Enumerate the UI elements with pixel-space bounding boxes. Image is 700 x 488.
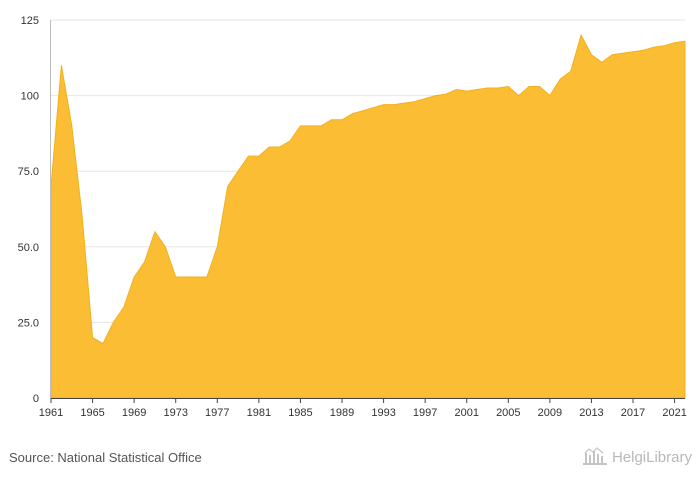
data-point-1977[interactable] bbox=[215, 245, 219, 249]
x-tick-label-2013: 2013 bbox=[579, 407, 603, 419]
data-point-1994[interactable] bbox=[392, 103, 396, 107]
data-point-2003[interactable] bbox=[486, 86, 490, 90]
x-tick-label-1989: 1989 bbox=[330, 407, 354, 419]
data-point-2004[interactable] bbox=[496, 86, 500, 90]
y-tick-label-0: 0 bbox=[33, 393, 39, 405]
data-point-1992[interactable] bbox=[371, 106, 375, 110]
data-point-1993[interactable] bbox=[382, 103, 386, 107]
data-point-1985[interactable] bbox=[298, 124, 302, 128]
x-tick-label-1993: 1993 bbox=[371, 407, 395, 419]
data-point-1972[interactable] bbox=[163, 245, 167, 249]
data-point-2017[interactable] bbox=[631, 50, 635, 54]
data-point-2008[interactable] bbox=[537, 85, 541, 89]
data-point-1970[interactable] bbox=[143, 260, 147, 264]
data-point-1995[interactable] bbox=[402, 101, 406, 105]
area-fill bbox=[50, 33, 686, 399]
y-tick-label-75: 75.0 bbox=[18, 166, 39, 178]
data-point-2001[interactable] bbox=[465, 89, 469, 93]
data-point-2009[interactable] bbox=[548, 94, 552, 98]
x-tick-label-1981: 1981 bbox=[247, 407, 271, 419]
data-point-2021[interactable] bbox=[673, 41, 677, 45]
data-point-1978[interactable] bbox=[226, 184, 230, 188]
data-point-1980[interactable] bbox=[246, 154, 250, 158]
x-tick-label-2005: 2005 bbox=[496, 407, 520, 419]
x-tick-label-2009: 2009 bbox=[538, 407, 562, 419]
x-tick-label-2017: 2017 bbox=[621, 407, 645, 419]
y-tick-label-125: 125 bbox=[21, 15, 39, 27]
y-tick-label-100: 100 bbox=[21, 91, 39, 103]
data-point-2005[interactable] bbox=[506, 85, 510, 89]
data-point-1971[interactable] bbox=[153, 230, 157, 234]
x-tick-label-1985: 1985 bbox=[288, 407, 312, 419]
data-point-2013[interactable] bbox=[589, 53, 593, 57]
data-point-1962[interactable] bbox=[59, 63, 63, 67]
data-point-2020[interactable] bbox=[662, 44, 666, 48]
data-point-2014[interactable] bbox=[600, 60, 604, 64]
brand-name: HelgiLibrary bbox=[611, 448, 692, 466]
data-point-1999[interactable] bbox=[444, 92, 448, 96]
data-point-1974[interactable] bbox=[184, 275, 188, 279]
x-tick-label-1965: 1965 bbox=[80, 407, 104, 419]
x-tick-label-2021: 2021 bbox=[662, 407, 686, 419]
library-logo-icon bbox=[582, 447, 607, 465]
x-tick-label-2001: 2001 bbox=[454, 407, 478, 419]
data-point-2006[interactable] bbox=[517, 94, 521, 98]
data-point-1966[interactable] bbox=[101, 342, 105, 346]
data-point-1976[interactable] bbox=[205, 275, 209, 279]
source-note: Source: National Statistical Office bbox=[9, 450, 202, 465]
data-point-1996[interactable] bbox=[413, 100, 417, 104]
y-tick-labels: 0 25.0 50.0 75.0 100 125 bbox=[18, 15, 39, 405]
data-point-1988[interactable] bbox=[330, 118, 334, 122]
data-point-1973[interactable] bbox=[174, 275, 178, 279]
y-tick-label-50: 50.0 bbox=[18, 242, 39, 254]
x-tick-label-1961: 1961 bbox=[39, 407, 63, 419]
brand-logo[interactable]: HelgiLibrary bbox=[582, 447, 692, 467]
data-point-1987[interactable] bbox=[319, 124, 323, 128]
axes bbox=[50, 20, 685, 399]
data-point-2016[interactable] bbox=[621, 51, 625, 55]
data-point-1979[interactable] bbox=[236, 169, 240, 173]
data-point-1986[interactable] bbox=[309, 124, 313, 128]
data-point-2007[interactable] bbox=[527, 85, 531, 89]
data-point-1991[interactable] bbox=[361, 109, 365, 113]
data-point-2018[interactable] bbox=[641, 48, 645, 52]
area-series bbox=[50, 33, 687, 399]
data-point-1967[interactable] bbox=[111, 320, 115, 324]
data-point-1984[interactable] bbox=[288, 139, 292, 143]
data-point-1998[interactable] bbox=[434, 94, 438, 98]
data-point-2000[interactable] bbox=[454, 88, 458, 92]
data-point-1969[interactable] bbox=[132, 275, 136, 279]
data-point-1964[interactable] bbox=[80, 215, 84, 219]
data-point-2010[interactable] bbox=[558, 77, 562, 81]
data-point-1990[interactable] bbox=[350, 112, 354, 116]
data-point-1975[interactable] bbox=[195, 275, 199, 279]
data-point-2012[interactable] bbox=[579, 33, 583, 37]
data-point-1997[interactable] bbox=[423, 97, 427, 101]
x-tick-label-1977: 1977 bbox=[205, 407, 229, 419]
x-tick-label-1969: 1969 bbox=[122, 407, 146, 419]
data-point-1968[interactable] bbox=[122, 305, 126, 309]
data-point-1982[interactable] bbox=[267, 145, 271, 149]
y-tick-label-25: 25.0 bbox=[18, 317, 39, 329]
x-tick-label-1973: 1973 bbox=[163, 407, 187, 419]
data-point-1981[interactable] bbox=[257, 154, 261, 158]
data-point-2022[interactable] bbox=[683, 39, 687, 43]
data-point-1989[interactable] bbox=[340, 118, 344, 122]
data-point-2019[interactable] bbox=[652, 45, 656, 49]
data-point-2015[interactable] bbox=[610, 53, 614, 57]
data-point-2002[interactable] bbox=[475, 88, 479, 92]
x-tick-labels: 1961 1965 1969 1973 1977 1981 1985 1989 1993 1997… bbox=[39, 398, 687, 419]
x-tick-label-1997: 1997 bbox=[413, 407, 437, 419]
data-point-1983[interactable] bbox=[278, 145, 282, 149]
data-point-2011[interactable] bbox=[569, 69, 573, 73]
data-point-1965[interactable] bbox=[91, 336, 95, 340]
data-point-1963[interactable] bbox=[70, 124, 74, 128]
